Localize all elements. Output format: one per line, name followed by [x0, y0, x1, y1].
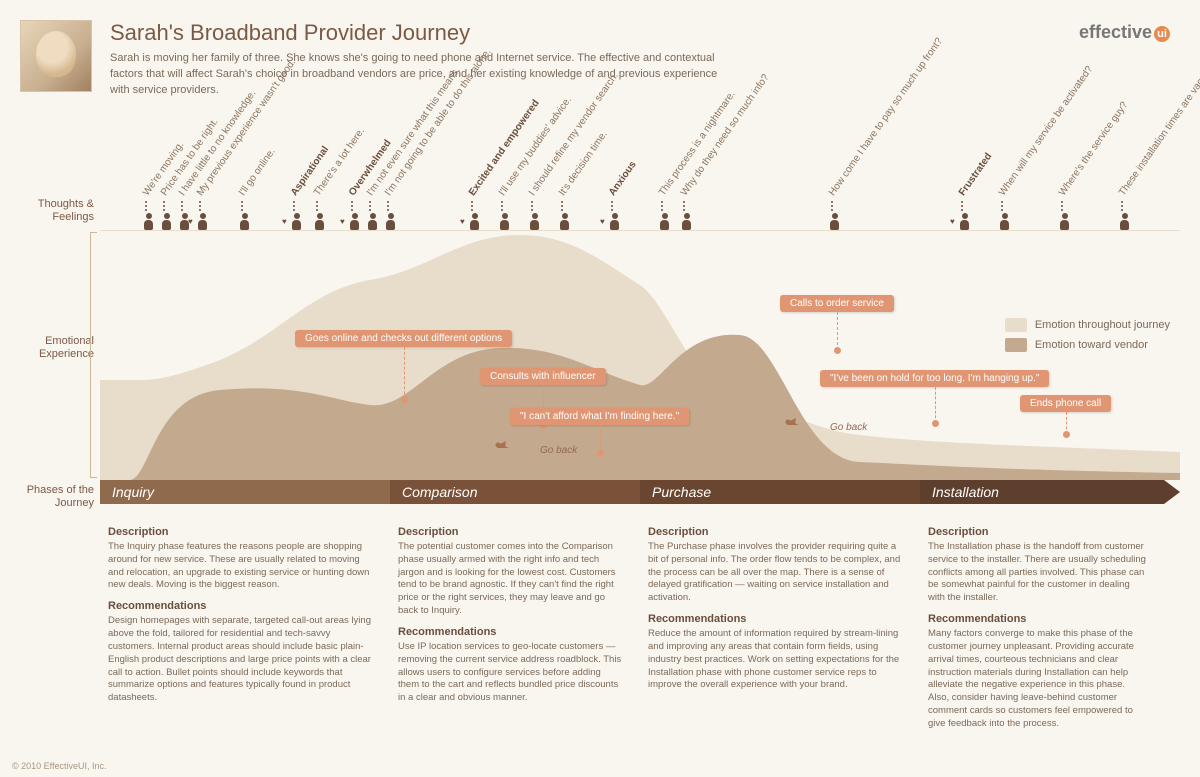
- thought-label: I'll go online.: [237, 146, 278, 198]
- person-icon: [682, 213, 691, 230]
- arrow-head-icon: [1164, 480, 1180, 504]
- phase-segment: Comparison: [390, 480, 640, 504]
- person-icon: [144, 213, 153, 230]
- row-label-emotional: Emotional Experience: [6, 335, 94, 361]
- rec-heading: Recommendations: [108, 600, 374, 612]
- person-icon: [368, 213, 377, 230]
- callout: "I can't afford what I'm finding here.": [510, 408, 689, 425]
- page-subtitle: Sarah is moving her family of three. She…: [110, 51, 730, 99]
- thought-label: Frustrated: [957, 151, 994, 198]
- rec-text: Many factors converge to make this phase…: [928, 628, 1148, 731]
- thoughts-row: We're moving.Price has to be right.I hav…: [100, 100, 1180, 230]
- callout: Calls to order service: [780, 295, 894, 312]
- person-icon: [162, 213, 171, 230]
- thought-label: Anxious: [607, 159, 639, 198]
- rec-text: Use IP location services to geo-locate c…: [398, 641, 624, 705]
- phase-segment: Installation: [920, 480, 1164, 504]
- desc-text: The Inquiry phase features the reasons p…: [108, 541, 374, 592]
- desc-heading: Description: [108, 526, 374, 538]
- person-icon: [386, 213, 395, 230]
- person-icon: ♥: [292, 213, 301, 230]
- desc-text: The potential customer comes into the Co…: [398, 541, 624, 618]
- phase-segment: Purchase: [640, 480, 920, 504]
- desc-heading: Description: [648, 526, 904, 538]
- footer-copyright: © 2010 EffectiveUI, Inc.: [12, 761, 107, 771]
- person-icon: [500, 213, 509, 230]
- person-icon: [315, 213, 324, 230]
- page-title: Sarah's Broadband Provider Journey: [110, 20, 1165, 46]
- row-label-thoughts: Thoughts & Feelings: [6, 198, 94, 224]
- phase-columns: Description The Inquiry phase features th…: [100, 512, 1180, 739]
- phase-bar: InquiryComparisonPurchaseInstallation: [100, 480, 1190, 504]
- callout: Ends phone call: [1020, 395, 1111, 412]
- rec-text: Design homepages with separate, targeted…: [108, 615, 374, 705]
- thought-label: Where's the service guy?: [1057, 100, 1130, 198]
- chart-legend: Emotion throughout journey Emotion towar…: [1005, 318, 1170, 358]
- callout: Consults with influencer: [480, 368, 606, 385]
- person-icon: [560, 213, 569, 230]
- phase-column: Description The potential customer comes …: [390, 512, 640, 739]
- person-icon: ♥: [350, 213, 359, 230]
- phase-column: Description The Purchase phase involves t…: [640, 512, 920, 739]
- rec-heading: Recommendations: [648, 613, 904, 625]
- desc-heading: Description: [928, 526, 1148, 538]
- brand-logo: effectiveui: [1079, 22, 1170, 43]
- row-label-phases: Phases of the Journey: [6, 484, 94, 510]
- desc-text: The Installation phase is the handoff fr…: [928, 541, 1148, 605]
- goback-arrow: Go back: [830, 422, 867, 433]
- person-icon: [240, 213, 249, 230]
- persona-photo: [20, 20, 92, 92]
- person-icon: [660, 213, 669, 230]
- person-icon: [1120, 213, 1129, 230]
- person-icon: [530, 213, 539, 230]
- rec-heading: Recommendations: [928, 613, 1148, 625]
- phase-column: Description The Inquiry phase features th…: [100, 512, 390, 739]
- desc-heading: Description: [398, 526, 624, 538]
- person-icon: ♥: [960, 213, 969, 230]
- person-icon: ♥: [198, 213, 207, 230]
- callout: "I've been on hold for too long. I'm han…: [820, 370, 1049, 387]
- rec-heading: Recommendations: [398, 626, 624, 638]
- phase-segment: Inquiry: [100, 480, 390, 504]
- rec-text: Reduce the amount of information require…: [648, 628, 904, 692]
- person-icon: [1000, 213, 1009, 230]
- phase-column: Description The Installation phase is the…: [920, 512, 1164, 739]
- goback-arrow: Go back: [540, 445, 577, 456]
- person-icon: [1060, 213, 1069, 230]
- callout: Goes online and checks out different opt…: [295, 330, 512, 347]
- person-icon: ♥: [470, 213, 479, 230]
- person-icon: [830, 213, 839, 230]
- desc-text: The Purchase phase involves the provider…: [648, 541, 904, 605]
- person-icon: ♥: [610, 213, 619, 230]
